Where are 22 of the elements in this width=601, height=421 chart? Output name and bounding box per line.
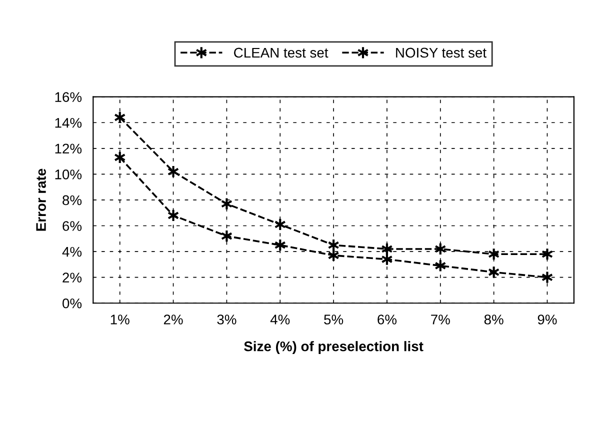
x-tick-label: 3% [217, 314, 236, 324]
legend-label: NOISY test set [396, 48, 486, 58]
y-tick-label: 2% [62, 272, 82, 282]
x-tick-label: 8% [484, 314, 504, 324]
x-tick-label: 9% [538, 314, 557, 324]
y-tick-label: 4% [62, 246, 82, 257]
y-tick-label: 6% [62, 221, 82, 231]
y-tick-label: 16% [55, 92, 82, 102]
x-tick-label: 1% [110, 314, 130, 324]
x-tick-label: 2% [164, 314, 183, 324]
legend-label: CLEAN test set [234, 48, 328, 58]
x-tick-label: 4% [270, 314, 290, 324]
y-tick-label: 12% [55, 144, 82, 154]
x-tick-label: 7% [431, 314, 450, 324]
y-tick-label: 14% [55, 118, 82, 128]
y-tick-label: 10% [55, 170, 82, 180]
y-axis-title: Error rate [36, 168, 46, 231]
x-tick-label: 6% [378, 314, 397, 324]
y-tick-label: 8% [62, 195, 82, 206]
x-axis-title: Size (%) of preselection list [244, 341, 424, 354]
x-tick-label: 5% [324, 314, 344, 324]
y-tick-label: 0% [62, 298, 82, 308]
